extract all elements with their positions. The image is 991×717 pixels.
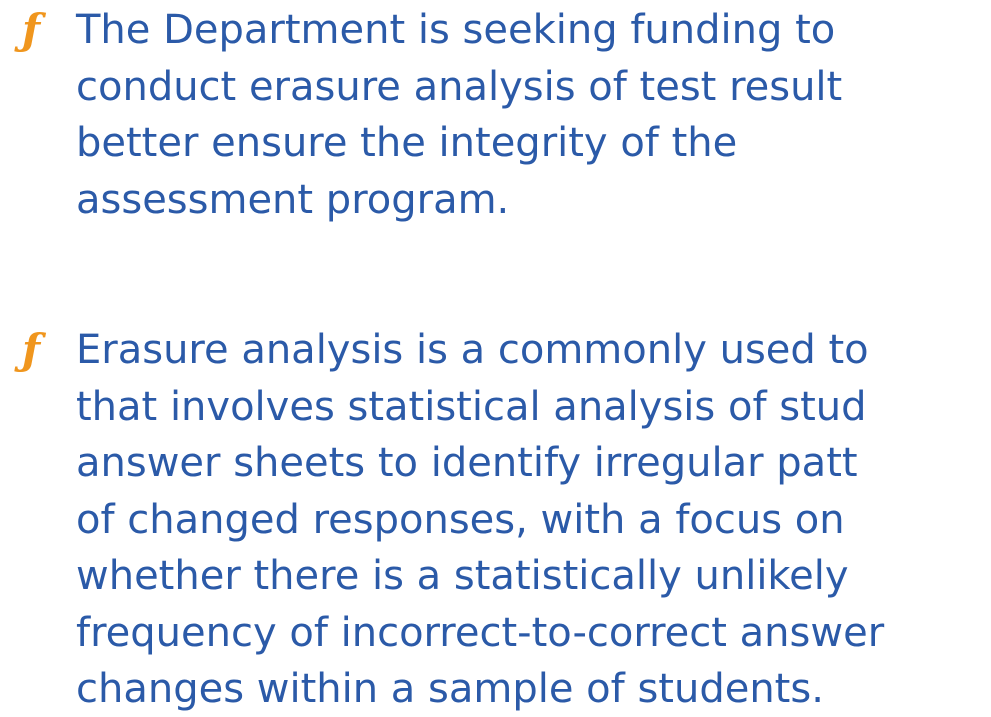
bullet-marker: ƒ xyxy=(22,325,41,374)
text-line: frequency of incorrect-to-correct answer xyxy=(76,609,885,656)
text-line: answer sheets to identify irregular patt xyxy=(76,440,858,486)
text-line: of changed responses, with a focus on xyxy=(76,496,845,543)
text-line: changes within a sample of students. xyxy=(76,666,824,712)
bullet-marker: ƒ xyxy=(22,5,41,54)
text-line: better ensure the integrity of the xyxy=(76,120,738,166)
text-line: The Department is seeking funding to xyxy=(76,7,836,53)
text-line: assessment program. xyxy=(76,176,510,223)
text-line: conduct erasure analysis of test result xyxy=(76,63,843,110)
text-line: whether there is a statistically unlikel… xyxy=(76,553,849,599)
text-line: that involves statistical analysis of st… xyxy=(76,383,867,430)
text-line: Erasure analysis is a commonly used to xyxy=(76,327,869,373)
